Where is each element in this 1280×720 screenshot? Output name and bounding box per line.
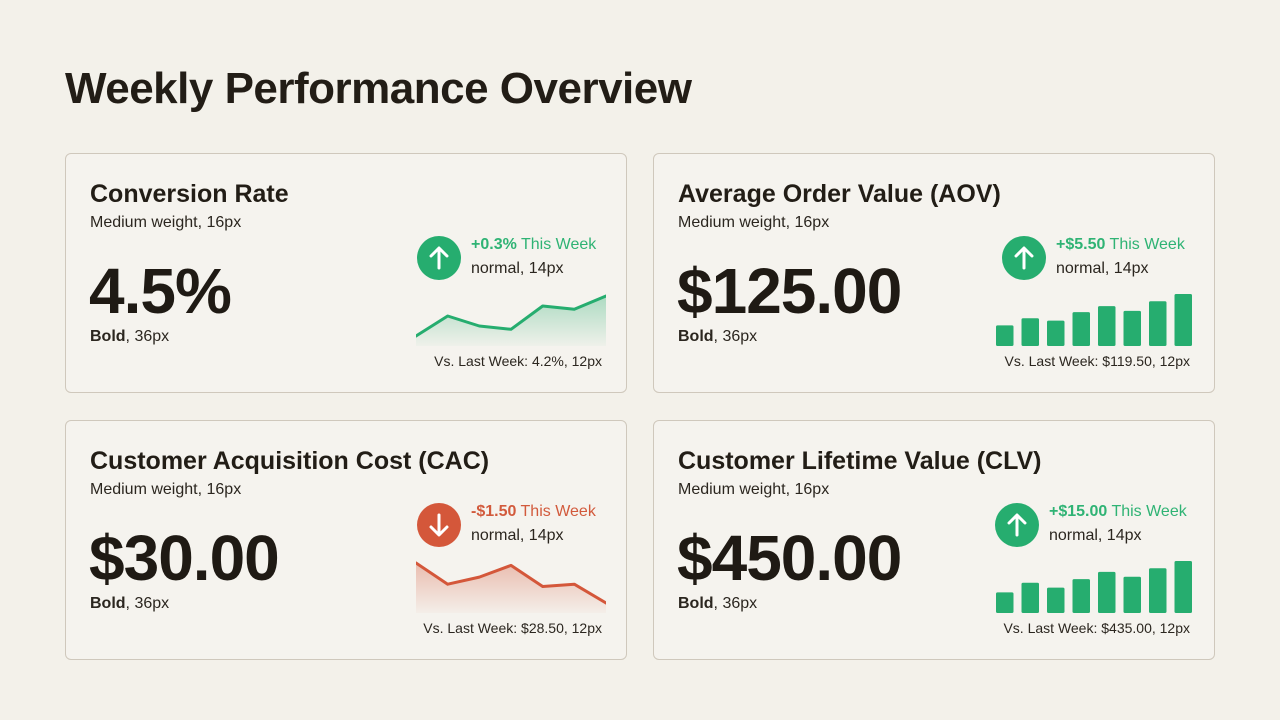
arrow-up-icon <box>995 503 1039 547</box>
bar-5 <box>1123 576 1141 613</box>
metric-value-note: Bold, 36px <box>90 328 169 346</box>
metric-note-bold: Bold <box>678 595 714 612</box>
page-title: Weekly Performance Overview <box>65 64 692 113</box>
metric-note-bold: Bold <box>90 595 126 612</box>
card-title: Conversion Rate <box>90 180 289 208</box>
bar-3 <box>1072 312 1090 346</box>
bar-1 <box>1021 318 1039 346</box>
sparkline-area <box>416 296 606 346</box>
change-note: normal, 14px <box>471 527 564 544</box>
card-subtitle: Medium weight, 16px <box>678 481 830 498</box>
bar-7 <box>1174 294 1192 346</box>
change-label: This Week <box>1109 236 1185 253</box>
sparkline-line <box>416 294 606 338</box>
metric-note-bold: Bold <box>90 328 126 345</box>
comparison-note: Vs. Last Week: $435.00, 12px <box>1003 620 1190 636</box>
card-title: Customer Lifetime Value (CLV) <box>678 447 1042 475</box>
change-delta: +$15.00 <box>1049 503 1108 520</box>
metric-note-rest: , 36px <box>713 595 758 612</box>
comparison-note: Vs. Last Week: 4.2%, 12px <box>434 353 602 369</box>
change-note: normal, 14px <box>1049 527 1142 544</box>
bar-2 <box>1047 587 1065 613</box>
bar-7 <box>1174 561 1192 613</box>
bar-3 <box>1072 579 1090 613</box>
change-label: This Week <box>520 236 597 253</box>
change-label: This Week <box>520 503 596 520</box>
card-subtitle: Medium weight, 16px <box>678 214 830 231</box>
bar-1 <box>1021 582 1039 613</box>
card-conversion-rate: Conversion Rate Medium weight, 16px 4.5%… <box>65 153 627 393</box>
metric-value-note: Bold, 36px <box>678 328 757 346</box>
change-note: normal, 14px <box>471 260 564 277</box>
metric-value: $30.00 <box>89 522 280 594</box>
sparkline-area <box>416 563 606 613</box>
change-delta: +0.3% <box>471 236 517 253</box>
sparkline-chart <box>416 294 606 346</box>
change-text: -$1.50 This Week <box>471 503 596 521</box>
change-delta: +$5.50 <box>1056 236 1106 253</box>
metric-note-bold: Bold <box>678 328 714 345</box>
comparison-note: Vs. Last Week: $28.50, 12px <box>423 620 602 636</box>
sparkline-line <box>416 561 606 605</box>
bar-0 <box>996 592 1014 613</box>
metric-value: 4.5% <box>89 255 232 327</box>
arrow-up-icon <box>417 236 461 280</box>
bar-2 <box>1047 320 1065 346</box>
metric-value-note: Bold, 36px <box>678 595 757 613</box>
bar-6 <box>1149 301 1167 346</box>
metric-note-rest: , 36px <box>713 328 758 345</box>
sparkline-chart <box>416 561 606 613</box>
card-customer-lifetime-value: Customer Lifetime Value (CLV) Medium wei… <box>653 420 1215 660</box>
change-delta: -$1.50 <box>471 503 517 520</box>
arrow-up-icon <box>1002 236 1046 280</box>
card-customer-acquisition-cost: Customer Acquisition Cost (CAC) Medium w… <box>65 420 627 660</box>
metric-note-rest: , 36px <box>125 328 170 345</box>
bar-chart <box>996 561 1192 613</box>
bar-5 <box>1123 310 1141 346</box>
metric-value: $125.00 <box>677 255 902 327</box>
metric-value-note: Bold, 36px <box>90 595 169 613</box>
bar-0 <box>996 325 1014 346</box>
card-title: Average Order Value (AOV) <box>678 180 1001 208</box>
change-text: +0.3% This Week <box>471 236 596 254</box>
bar-4 <box>1098 571 1116 613</box>
change-text: +$15.00 This Week <box>1049 503 1187 521</box>
card-average-order-value: Average Order Value (AOV) Medium weight,… <box>653 153 1215 393</box>
change-note: normal, 14px <box>1056 260 1149 277</box>
bar-6 <box>1149 568 1167 613</box>
metric-value: $450.00 <box>677 522 902 594</box>
card-title: Customer Acquisition Cost (CAC) <box>90 447 490 475</box>
bar-chart <box>996 294 1192 346</box>
arrow-down-icon <box>417 503 461 547</box>
card-subtitle: Medium weight, 16px <box>90 481 242 498</box>
comparison-note: Vs. Last Week: $119.50, 12px <box>1004 353 1191 369</box>
metric-note-rest: , 36px <box>125 595 170 612</box>
card-subtitle: Medium weight, 16px <box>90 214 242 231</box>
change-text: +$5.50 This Week <box>1056 236 1185 254</box>
bar-4 <box>1098 306 1116 346</box>
change-label: This Week <box>1111 503 1187 520</box>
